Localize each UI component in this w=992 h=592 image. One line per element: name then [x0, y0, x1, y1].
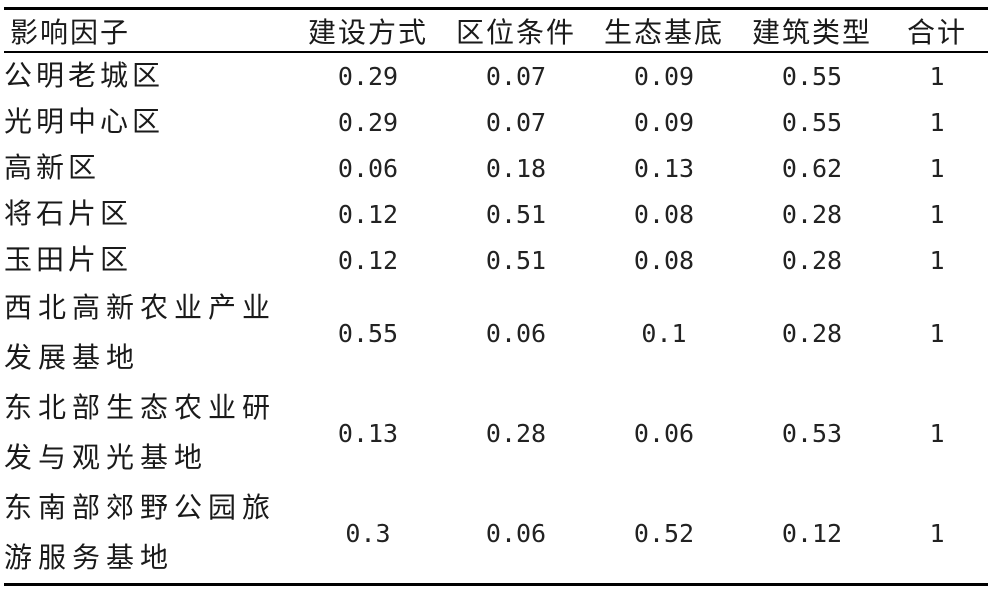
header-building-type: 建筑类型: [751, 15, 872, 49]
cell-construction-mode: 0.12: [337, 245, 399, 275]
header-construction-mode: 建设方式: [307, 15, 428, 49]
cell-location: 0.07: [485, 107, 547, 137]
table-row: 西北高新农业产业发展基地 0.55 0.06 0.1 0.28 1: [4, 283, 988, 383]
header-factor: 影响因子: [10, 15, 131, 49]
cell-total: 1: [929, 518, 945, 548]
cell-construction-mode: 0.3: [345, 518, 391, 548]
row-label: 东南部郊野公园旅游服务基地: [4, 491, 277, 574]
cell-ecology: 0.06: [633, 418, 695, 448]
factor-weight-table: 影响因子 建设方式 区位条件 生态基底 建筑类型 合计 公明老城区 0.29 0…: [4, 10, 988, 583]
table-row: 公明老城区 0.29 0.07 0.09 0.55 1: [4, 53, 988, 99]
cell-construction-mode: 0.06: [337, 153, 399, 183]
cell-ecology: 0.1: [641, 318, 687, 348]
table-bottom-rule: [4, 583, 988, 586]
cell-building-type: 0.28: [781, 318, 843, 348]
cell-ecology: 0.52: [633, 518, 695, 548]
cell-building-type: 0.62: [781, 153, 843, 183]
cell-total: 1: [929, 107, 945, 137]
table-row: 高新区 0.06 0.18 0.13 0.62 1: [4, 145, 988, 191]
header-location: 区位条件: [455, 15, 576, 49]
cell-construction-mode: 0.29: [337, 107, 399, 137]
cell-location: 0.07: [485, 61, 547, 91]
cell-location: 0.51: [485, 245, 547, 275]
cell-ecology: 0.09: [633, 61, 695, 91]
cell-ecology: 0.13: [633, 153, 695, 183]
cell-construction-mode: 0.12: [337, 199, 399, 229]
cell-construction-mode: 0.55: [337, 318, 399, 348]
row-label: 公明老城区: [4, 59, 165, 92]
row-label: 高新区: [4, 151, 101, 184]
cell-location: 0.18: [485, 153, 547, 183]
cell-total: 1: [929, 153, 945, 183]
cell-total: 1: [929, 61, 945, 91]
row-label: 玉田片区: [4, 243, 133, 276]
table-row: 东南部郊野公园旅游服务基地 0.3 0.06 0.52 0.12 1: [4, 483, 988, 583]
cell-construction-mode: 0.29: [337, 61, 399, 91]
cell-total: 1: [929, 199, 945, 229]
table-header-rule: [4, 51, 988, 53]
header-ecology: 生态基底: [603, 15, 724, 49]
cell-building-type: 0.55: [781, 107, 843, 137]
cell-building-type: 0.12: [781, 518, 843, 548]
cell-location: 0.06: [485, 518, 547, 548]
cell-ecology: 0.08: [633, 199, 695, 229]
header-total: 合计: [906, 15, 967, 49]
cell-location: 0.06: [485, 318, 547, 348]
cell-total: 1: [929, 318, 945, 348]
cell-building-type: 0.28: [781, 199, 843, 229]
cell-ecology: 0.08: [633, 245, 695, 275]
cell-building-type: 0.53: [781, 418, 843, 448]
cell-location: 0.28: [485, 418, 547, 448]
cell-location: 0.51: [485, 199, 547, 229]
cell-total: 1: [929, 245, 945, 275]
cell-building-type: 0.55: [781, 61, 843, 91]
table-top-rule: [4, 7, 988, 10]
cell-total: 1: [929, 418, 945, 448]
cell-ecology: 0.09: [633, 107, 695, 137]
row-label: 西北高新农业产业发展基地: [4, 291, 277, 374]
row-label: 东北部生态农业研发与观光基地: [4, 391, 277, 474]
cell-construction-mode: 0.13: [337, 418, 399, 448]
table-row: 玉田片区 0.12 0.51 0.08 0.28 1: [4, 237, 988, 283]
table-row: 将石片区 0.12 0.51 0.08 0.28 1: [4, 191, 988, 237]
table-row: 光明中心区 0.29 0.07 0.09 0.55 1: [4, 99, 988, 145]
row-label: 光明中心区: [4, 105, 165, 138]
row-label: 将石片区: [4, 197, 133, 230]
header-row: 影响因子 建设方式 区位条件 生态基底 建筑类型 合计: [4, 10, 988, 51]
table-row: 东北部生态农业研发与观光基地 0.13 0.28 0.06 0.53 1: [4, 383, 988, 483]
cell-building-type: 0.28: [781, 245, 843, 275]
